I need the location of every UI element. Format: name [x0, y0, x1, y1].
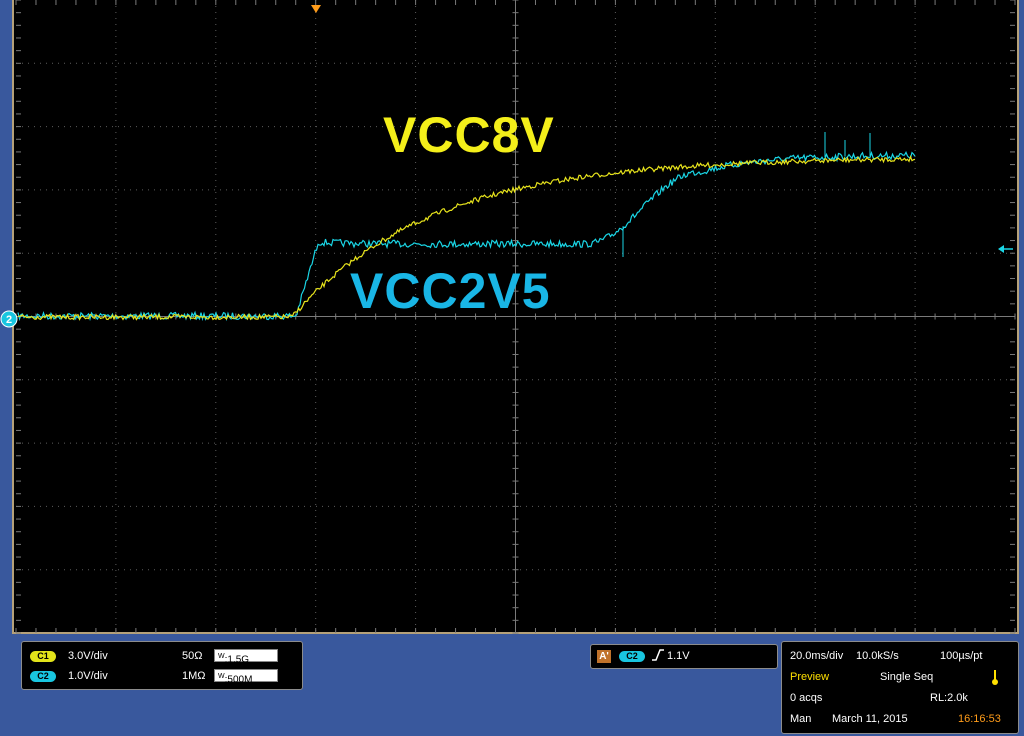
ch2-waveform-label: VCC2V5	[350, 263, 551, 319]
ch1-settings-row[interactable]: C1 3.0V/div 50Ω W:1.5G	[30, 648, 278, 665]
acquisition-state: Preview	[790, 671, 830, 683]
acquisition-mode[interactable]: Single Seq	[880, 671, 934, 683]
trigger-status-icon	[990, 668, 1000, 689]
trigger-a-icon: A'	[597, 650, 611, 663]
ch1-bandwidth-value: :1.5G	[224, 654, 250, 666]
ch2-impedance: 1MΩ	[182, 670, 206, 682]
trigger-settings-panel[interactable]: A' C2 1.1V	[590, 644, 778, 669]
trigger-position-marker[interactable]	[311, 5, 321, 13]
acquisition-count: 0 acqs	[790, 692, 823, 704]
ch1-vertical-scale: 3.0V/div	[68, 650, 108, 662]
ch2-ground-marker-label: 2	[6, 314, 12, 326]
ch2-bandwidth-value: :500M	[224, 674, 253, 686]
bw-mark: W	[218, 673, 225, 680]
date: March 11, 2015	[832, 713, 908, 725]
ch2-ground-marker[interactable]	[0, 310, 18, 328]
ch2-bandwidth-limit[interactable]: W:500M	[214, 669, 278, 686]
trigger-level-marker[interactable]	[998, 245, 1004, 253]
ch2-settings-row[interactable]: C2 1.0V/div 1MΩ W:500M	[30, 668, 278, 685]
ch1-waveform-label: VCC8V	[383, 107, 555, 163]
ch1-impedance: 50Ω	[182, 650, 203, 662]
ch1-trace	[17, 155, 916, 321]
ch1-badge[interactable]: C1	[30, 650, 56, 662]
ch1-bandwidth-limit[interactable]: W:1.5G	[214, 649, 278, 666]
rising-edge-icon	[651, 648, 665, 665]
ch2-badge[interactable]: C2	[30, 670, 56, 682]
trigger-source-badge[interactable]: C2	[619, 651, 645, 662]
timebase-scale: 20.0ms/div	[790, 650, 844, 662]
control-mode: Man	[790, 713, 812, 725]
record-length: RL:2.0k	[930, 692, 968, 704]
time: 16:16:53	[958, 713, 1001, 725]
channel-settings-panel[interactable]: C1 3.0V/div 50Ω W:1.5G C2 1.0V/div 1MΩ W…	[21, 641, 303, 690]
bw-mark: W	[218, 653, 225, 660]
sample-rate: 10.0kS/s	[856, 650, 899, 662]
acquisition-status-panel[interactable]: 20.0ms/div 10.0kS/s 100µs/pt Preview Sin…	[781, 641, 1019, 734]
trigger-level: 1.1V	[667, 650, 690, 662]
time-resolution: 100µs/pt	[940, 650, 983, 662]
ch2-vertical-scale: 1.0V/div	[68, 670, 108, 682]
waveform-graticule: 2	[0, 0, 1016, 634]
